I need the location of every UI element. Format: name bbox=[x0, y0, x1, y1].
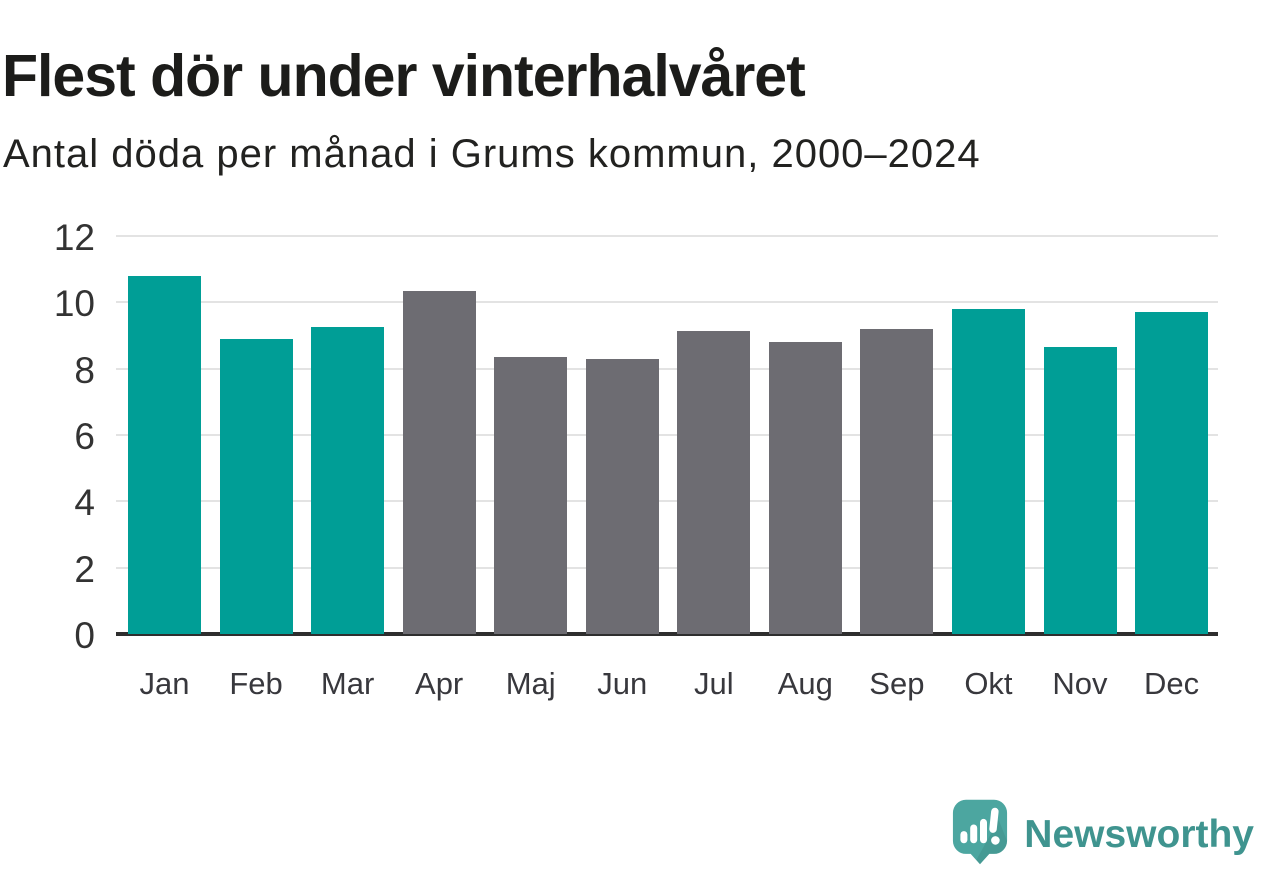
y-tick-label-2: 2 bbox=[74, 548, 95, 590]
bar-sep bbox=[860, 328, 934, 634]
page-title: Flest dör under vinterhalvåret bbox=[2, 42, 806, 109]
bar-apr bbox=[402, 290, 476, 634]
bar-dec bbox=[1135, 312, 1209, 634]
x-tick-label-dec: Dec bbox=[1143, 666, 1200, 701]
x-axis-line bbox=[116, 632, 1218, 636]
gridline-2 bbox=[116, 566, 1218, 569]
newsworthy-speech-bubble-chart-icon bbox=[952, 799, 1008, 870]
y-tick-label-12: 12 bbox=[53, 217, 95, 258]
gridline-8 bbox=[116, 367, 1218, 370]
bar-jan bbox=[128, 275, 201, 634]
x-tick-label-aug: Aug bbox=[777, 666, 833, 701]
x-tick-label-feb: Feb bbox=[229, 666, 283, 701]
bar-jul bbox=[677, 330, 751, 634]
gridline-6 bbox=[116, 434, 1218, 436]
branding: Newsworthy bbox=[952, 799, 1254, 870]
x-tick-label-okt: Okt bbox=[964, 666, 1013, 701]
y-tick-label-10: 10 bbox=[53, 283, 95, 325]
gridline-10 bbox=[116, 301, 1218, 304]
chart-subtitle: Antal döda per månad i Grums kommun, 200… bbox=[3, 132, 981, 176]
x-tick-label-jul: Jul bbox=[693, 666, 734, 701]
bar-mar bbox=[311, 327, 385, 634]
x-tick-label-mar: Mar bbox=[320, 666, 375, 701]
x-tick-label-sep: Sep bbox=[869, 666, 925, 701]
y-tick-label-6: 6 bbox=[74, 416, 95, 457]
bar-okt bbox=[951, 308, 1025, 634]
y-tick-label-0: 0 bbox=[74, 615, 95, 656]
gridline-4 bbox=[116, 500, 1218, 503]
bar-aug bbox=[768, 342, 842, 634]
y-tick-label-8: 8 bbox=[74, 349, 95, 391]
newsworthy-logo-text: Newsworthy bbox=[1024, 812, 1254, 856]
x-tick-label-jun: Jun bbox=[597, 666, 648, 701]
x-tick-label-apr: Apr bbox=[415, 666, 464, 701]
gridline-12 bbox=[116, 235, 1218, 237]
bar-jun bbox=[585, 358, 659, 634]
x-tick-label-jan: Jan bbox=[139, 666, 190, 701]
x-tick-label-nov: Nov bbox=[1052, 666, 1108, 701]
bar-maj bbox=[494, 357, 568, 634]
y-tick-label-4: 4 bbox=[74, 482, 95, 524]
bar-feb bbox=[219, 338, 293, 634]
bar-nov bbox=[1043, 347, 1117, 634]
x-tick-label-maj: Maj bbox=[505, 666, 556, 701]
